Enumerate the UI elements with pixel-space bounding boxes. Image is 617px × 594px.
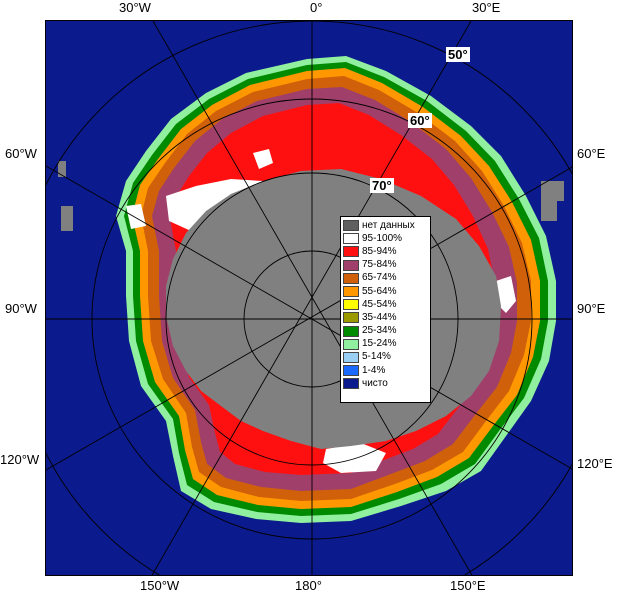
legend-label: 75-84% bbox=[362, 259, 397, 271]
legend-item: 85-94% bbox=[343, 245, 428, 258]
legend-item: нет данных bbox=[343, 219, 428, 232]
lat-label-60: 60° bbox=[408, 113, 432, 128]
longitude-lines bbox=[46, 21, 572, 575]
lon-label-60e: 60°E bbox=[577, 146, 606, 161]
ice-patch-white-2 bbox=[323, 443, 386, 473]
legend-item: 1-4% bbox=[343, 364, 428, 377]
legend-swatch bbox=[343, 286, 359, 298]
lon-label-150w: 150°W bbox=[140, 578, 180, 593]
legend-swatch bbox=[343, 338, 359, 350]
legend-swatch bbox=[343, 365, 359, 377]
legend-label: нет данных bbox=[362, 219, 415, 231]
lon-label-90e: 90°E bbox=[577, 301, 606, 316]
legend-label: чисто bbox=[362, 377, 388, 389]
legend-item: 65-74% bbox=[343, 272, 428, 285]
legend-item: 5-14% bbox=[343, 351, 428, 364]
legend-label: 15-24% bbox=[362, 338, 397, 350]
lon-label-30e: 30°E bbox=[472, 0, 501, 15]
lat-label-50: 50° bbox=[446, 47, 470, 62]
legend-item: 35-44% bbox=[343, 311, 428, 324]
legend-item: 55-64% bbox=[343, 285, 428, 298]
legend-item: 95-100% bbox=[343, 232, 428, 245]
no-data-patch-1 bbox=[58, 161, 66, 177]
legend: нет данных 95-100% 85-94% 75-84% 65-74% 55-64… bbox=[340, 216, 431, 403]
legend-item: 75-84% bbox=[343, 259, 428, 272]
ice-concentration-map: 50° 60° 70° bbox=[45, 20, 573, 576]
lon-line-30w-150e bbox=[152, 21, 473, 575]
legend-swatch bbox=[343, 246, 359, 258]
legend-item: 15-24% bbox=[343, 338, 428, 351]
ice-patch-white-5 bbox=[126, 204, 146, 229]
legend-item: 45-54% bbox=[343, 298, 428, 311]
legend-swatch bbox=[343, 233, 359, 245]
lat-label-70: 70° bbox=[370, 178, 394, 193]
legend-swatch bbox=[343, 259, 359, 271]
legend-swatch bbox=[343, 220, 359, 232]
legend-swatch bbox=[343, 325, 359, 337]
legend-label: 55-64% bbox=[362, 285, 397, 297]
legend-swatch bbox=[343, 299, 359, 311]
legend-swatch bbox=[343, 378, 359, 390]
ice-patch-white-4 bbox=[253, 149, 273, 169]
legend-label: 95-100% bbox=[362, 232, 403, 244]
no-data-patch-4 bbox=[556, 181, 564, 201]
lon-label-150e: 150°E bbox=[450, 578, 486, 593]
no-data-patch-3 bbox=[541, 181, 557, 221]
legend-label: 85-94% bbox=[362, 245, 397, 257]
lon-line-60e-120w bbox=[46, 166, 572, 471]
legend-label: 25-34% bbox=[362, 325, 397, 337]
legend-item: чисто bbox=[343, 377, 428, 390]
lon-label-120e: 120°E bbox=[577, 456, 613, 471]
lon-label-120w: 120°W bbox=[0, 452, 40, 467]
lon-label-0: 0° bbox=[310, 0, 323, 15]
no-data-patch-2 bbox=[61, 206, 73, 231]
lon-label-60w: 60°W bbox=[5, 146, 37, 161]
lon-label-180: 180° bbox=[295, 578, 322, 593]
lon-label-90w: 90°W bbox=[5, 301, 37, 316]
legend-label: 65-74% bbox=[362, 272, 397, 284]
legend-swatch bbox=[343, 272, 359, 284]
legend-swatch bbox=[343, 312, 359, 324]
legend-label: 35-44% bbox=[362, 311, 397, 323]
legend-item: 25-34% bbox=[343, 325, 428, 338]
legend-swatch bbox=[343, 351, 359, 363]
legend-label: 45-54% bbox=[362, 298, 397, 310]
legend-label: 1-4% bbox=[362, 364, 386, 376]
legend-label: 5-14% bbox=[362, 351, 391, 363]
lon-label-30w: 30°W bbox=[119, 0, 151, 15]
map-canvas bbox=[46, 21, 572, 575]
